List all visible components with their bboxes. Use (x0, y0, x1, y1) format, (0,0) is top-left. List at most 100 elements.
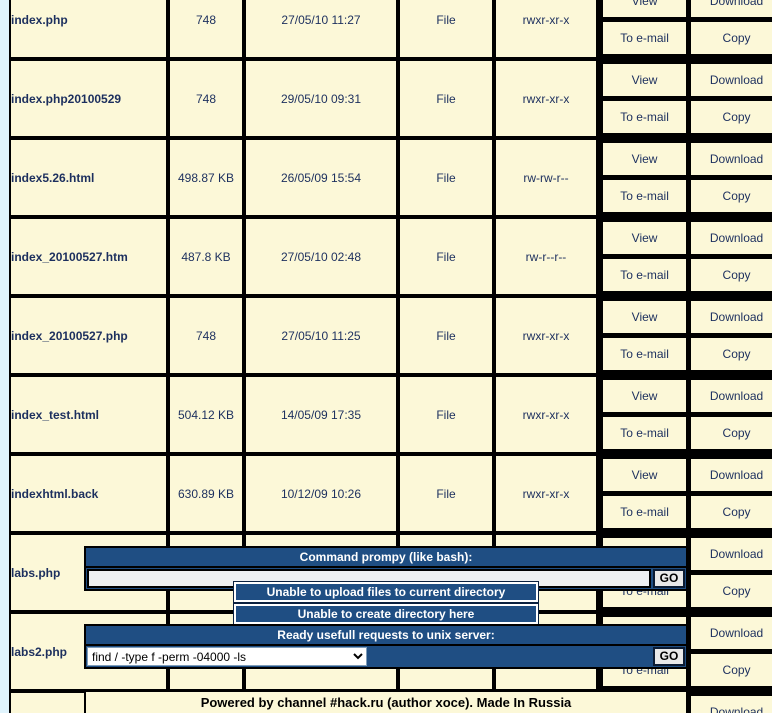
file-size-cell: 504.12 KB (168, 375, 244, 454)
ready-requests-panel: Ready usefull requests to unix server: f… (0, 624, 772, 669)
actions-row-bottom: To e-mail Copy (601, 336, 772, 372)
download-button[interactable]: Download (689, 0, 772, 19)
view-button[interactable]: View (601, 299, 689, 335)
file-type-cell: File (398, 375, 494, 454)
notices-wrap: Unable to upload files to current direct… (84, 581, 688, 625)
footer-panel: Powered by channel #hack.ru (author xoce… (0, 690, 772, 713)
command-go-button[interactable]: GO (653, 569, 685, 588)
to-email-button[interactable]: To e-mail (601, 257, 689, 293)
file-permissions-cell: rwxr-xr-x (494, 454, 598, 533)
file-date-cell: 27/05/10 11:25 (244, 296, 398, 375)
copy-button[interactable]: Copy (689, 415, 772, 451)
file-name-cell[interactable]: index.php20100529 (9, 59, 168, 138)
file-size-cell: 487.8 KB (168, 217, 244, 296)
actions-row-bottom: To e-mail Copy (601, 494, 772, 530)
copy-button[interactable]: Copy (689, 20, 772, 56)
file-name-cell[interactable]: indexhtml.back (9, 454, 168, 533)
to-email-button[interactable]: To e-mail (601, 336, 689, 372)
table-row: index5.26.html 498.87 KB 26/05/09 15:54 Fil… (9, 138, 772, 217)
to-email-button[interactable]: To e-mail (601, 99, 689, 135)
file-permissions-cell: rwxr-xr-x (494, 0, 598, 59)
actions-row-bottom: To e-mail Copy (601, 20, 772, 56)
copy-button[interactable]: Copy (689, 494, 772, 530)
view-button[interactable]: View (601, 378, 689, 414)
download-button[interactable]: Download (689, 141, 772, 177)
file-name-cell[interactable]: index_test.html (9, 375, 168, 454)
upload-disabled-notice[interactable]: Unable to upload files to current direct… (233, 581, 539, 603)
file-listing: index.php 748 27/05/10 11:27 File rwxr-xr-x V… (9, 0, 772, 713)
download-button[interactable]: Download (689, 694, 772, 713)
table-row: index.php 748 27/05/10 11:27 File rwxr-xr-x V… (9, 0, 772, 59)
mkdir-disabled-notice[interactable]: Unable to create directory here (233, 603, 539, 625)
file-size-cell: 748 (168, 59, 244, 138)
copy-button[interactable]: Copy (689, 652, 772, 688)
file-name-cell[interactable]: index_20100527.htm (9, 217, 168, 296)
file-table: index.php 748 27/05/10 11:27 File rwxr-xr-x V… (9, 0, 772, 713)
table-row: indexhtml.back 630.89 KB 10/12/09 10:26 Fil… (9, 454, 772, 533)
copy-button[interactable]: Copy (689, 336, 772, 372)
notices-panel: Unable to upload files to current direct… (0, 581, 772, 625)
table-row: index_test.html 504.12 KB 14/05/09 17:35 Fi… (9, 375, 772, 454)
table-row: index.php20100529 748 29/05/10 09:31 File rw… (9, 59, 772, 138)
to-email-button[interactable]: To e-mail (601, 178, 689, 214)
download-button[interactable]: Download (689, 615, 772, 651)
view-button[interactable]: View (601, 0, 689, 19)
file-name-cell[interactable]: index.php (9, 0, 168, 59)
copy-button[interactable]: Copy (689, 257, 772, 293)
file-type-cell: File (398, 217, 494, 296)
view-button[interactable]: View (601, 457, 689, 493)
requests-input-row: find / -type f -perm -04000 -ls GO (84, 646, 688, 669)
file-size-cell: 748 (168, 0, 244, 59)
download-button[interactable]: Download (689, 378, 772, 414)
to-email-button[interactable]: To e-mail (601, 20, 689, 56)
file-type-cell: File (398, 59, 494, 138)
file-permissions-cell: rw-rw-r-- (494, 138, 598, 217)
file-name-cell[interactable]: index_20100527.php (9, 296, 168, 375)
file-date-cell: 27/05/10 02:48 (244, 217, 398, 296)
file-type-cell: File (398, 0, 494, 59)
view-button[interactable]: View (601, 62, 689, 98)
download-button[interactable]: Download (689, 457, 772, 493)
file-size-cell: 748 (168, 296, 244, 375)
view-button[interactable]: View (601, 141, 689, 177)
requests-go-button[interactable]: GO (653, 647, 685, 666)
view-button[interactable]: View (601, 220, 689, 256)
file-type-cell: File (398, 138, 494, 217)
file-permissions-cell: rwxr-xr-x (494, 375, 598, 454)
download-button[interactable]: Download (689, 62, 772, 98)
copy-button[interactable]: Copy (689, 178, 772, 214)
ready-requests-select[interactable]: find / -type f -perm -04000 -ls (87, 647, 367, 666)
download-button[interactable]: Download (689, 536, 772, 572)
download-button[interactable]: Download (689, 220, 772, 256)
actions-row-bottom: To e-mail Copy (601, 178, 772, 214)
footer-credit: Powered by channel #hack.ru (author xoce… (84, 690, 688, 713)
download-button[interactable]: Download (689, 299, 772, 335)
file-type-cell: File (398, 296, 494, 375)
copy-button[interactable]: Copy (689, 573, 772, 609)
file-name-cell[interactable]: index5.26.html (9, 138, 168, 217)
file-size-cell: 498.87 KB (168, 138, 244, 217)
copy-button[interactable]: Copy (689, 99, 772, 135)
actions-row-bottom: To e-mail Copy (601, 99, 772, 135)
to-email-button[interactable]: To e-mail (601, 415, 689, 451)
to-email-button[interactable]: To e-mail (601, 494, 689, 530)
